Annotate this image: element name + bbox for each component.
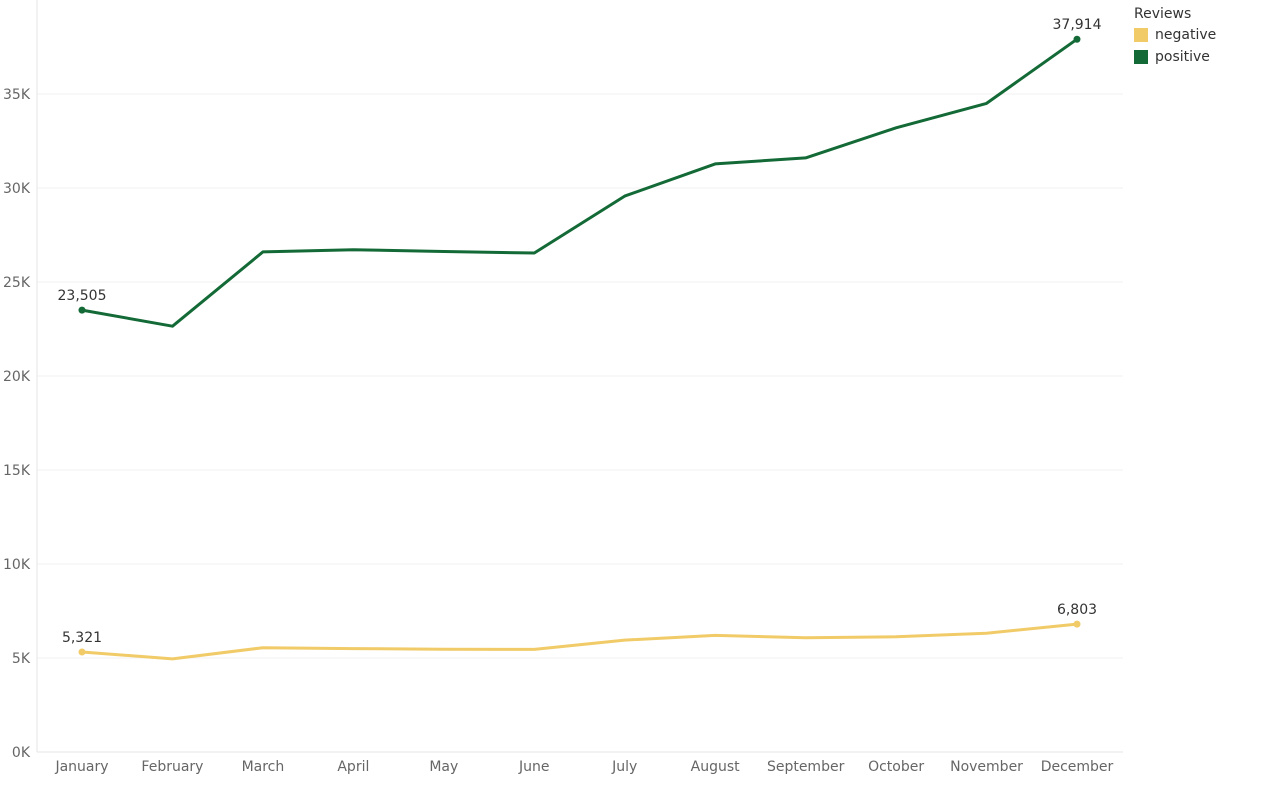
- legend-swatch-positive: [1134, 50, 1148, 64]
- legend-title: Reviews: [1134, 6, 1192, 22]
- legend-label-positive: positive: [1155, 49, 1210, 65]
- x-axis: January February March April May June July Augu…: [37, 751, 1123, 775]
- y-tick-label: 35K: [3, 87, 31, 103]
- data-labels: 23,505 37,914 5,321 6,803: [58, 17, 1102, 656]
- x-tick-label-january: January: [54, 759, 108, 775]
- legend: Reviews negative positive: [1134, 6, 1216, 68]
- legend-swatch-negative: [1134, 28, 1148, 42]
- x-tick-label-april: April: [337, 759, 369, 775]
- x-tick-label-december: December: [1041, 759, 1114, 775]
- y-tick-label: 20K: [3, 369, 31, 385]
- y-tick-label: 25K: [3, 275, 31, 291]
- legend-item-positive[interactable]: positive: [1134, 46, 1216, 68]
- x-tick-label-september: September: [767, 759, 845, 775]
- x-tick-label-november: November: [950, 759, 1023, 775]
- y-tick-label: 5K: [12, 651, 31, 667]
- data-point-negative-january[interactable]: [78, 648, 86, 656]
- data-label-positive-january: 23,505: [58, 288, 107, 304]
- data-label-negative-december: 6,803: [1057, 602, 1097, 618]
- x-tick-label-july: July: [611, 759, 637, 775]
- data-point-positive-december[interactable]: [1073, 35, 1081, 43]
- y-tick-label: 30K: [3, 181, 31, 197]
- y-tick-label: 15K: [3, 463, 31, 479]
- x-tick-label-may: May: [429, 759, 458, 775]
- x-tick-label-october: October: [868, 759, 924, 775]
- x-tick-label-february: February: [141, 759, 203, 775]
- series-line-negative[interactable]: [80, 622, 1079, 661]
- series-line-positive[interactable]: [80, 37, 1079, 328]
- data-label-positive-december: 37,914: [1053, 17, 1102, 33]
- legend-item-negative[interactable]: negative: [1134, 24, 1216, 46]
- x-tick-label-june: June: [518, 759, 550, 775]
- y-axis: 0K 5K 10K 15K 20K 25K 30K 35K: [3, 0, 38, 761]
- data-point-negative-december[interactable]: [1073, 620, 1081, 628]
- data-label-negative-january: 5,321: [62, 630, 102, 646]
- series-lines: [80, 37, 1079, 661]
- y-tick-label: 0K: [12, 745, 31, 761]
- x-tick-label-august: August: [691, 759, 741, 775]
- x-tick-label-march: March: [242, 759, 285, 775]
- legend-label-negative: negative: [1155, 27, 1217, 43]
- gridlines: [37, 93, 1123, 753]
- data-point-positive-january[interactable]: [78, 306, 86, 314]
- y-tick-label: 10K: [3, 557, 31, 573]
